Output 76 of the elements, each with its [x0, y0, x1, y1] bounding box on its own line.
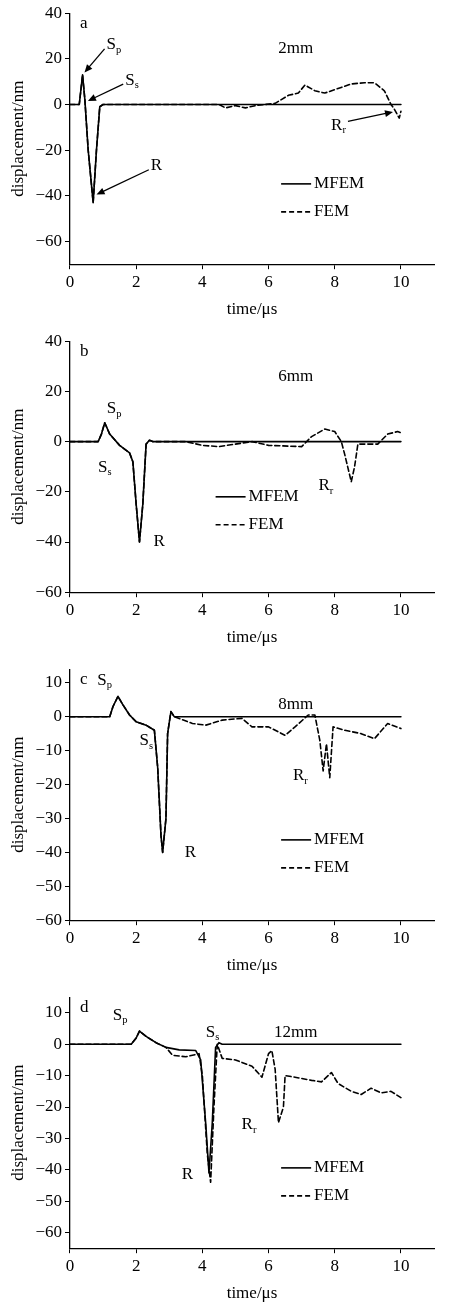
- x-axis-title: time/μs: [226, 1283, 278, 1303]
- y-tick-label: 0: [53, 93, 62, 113]
- y-tick-label: −60: [35, 581, 62, 601]
- legend-label: FEM: [248, 514, 284, 534]
- annotation: 12mm: [273, 1021, 318, 1041]
- annotation: 8mm: [278, 693, 314, 713]
- annotation: a: [79, 12, 88, 32]
- y-tick-label: 10: [44, 672, 62, 692]
- annotation: 6mm: [278, 365, 314, 385]
- y-tick-label: −50: [35, 1190, 62, 1210]
- y-tick-label: −40: [35, 185, 62, 205]
- annotation: R: [181, 1164, 194, 1184]
- annotation: b: [79, 340, 89, 360]
- y-tick-label: −40: [35, 841, 62, 861]
- x-tick-label: 6: [264, 1255, 273, 1275]
- legend-label: FEM: [314, 857, 350, 877]
- annotation: 2mm: [278, 37, 314, 57]
- x-tick-label: 8: [330, 599, 339, 619]
- legend-label: MFEM: [248, 486, 299, 506]
- x-tick-label: 6: [264, 599, 273, 619]
- x-tick-label: 4: [198, 271, 208, 291]
- y-tick-label: −40: [35, 1159, 62, 1179]
- y-tick-label: −60: [35, 1221, 62, 1241]
- y-tick-label: −60: [35, 230, 62, 250]
- y-tick-label: −20: [35, 773, 62, 793]
- y-axis-title: displacement/nm: [7, 408, 27, 525]
- x-tick-label: 2: [131, 271, 141, 291]
- y-tick-label: 20: [44, 48, 62, 68]
- x-tick-label: 10: [392, 271, 410, 291]
- y-tick-label: −30: [35, 1127, 62, 1147]
- x-tick-label: 10: [392, 927, 410, 947]
- x-tick-label: 6: [264, 927, 273, 947]
- y-tick-label: 20: [44, 380, 62, 400]
- y-tick-label: −20: [35, 1096, 62, 1116]
- y-tick-label: −60: [35, 909, 62, 929]
- x-axis-title: time/μs: [226, 627, 278, 647]
- annotation: R: [150, 155, 163, 175]
- x-tick-label: 8: [330, 927, 339, 947]
- legend-label: MFEM: [314, 173, 365, 193]
- y-tick-label: 0: [53, 706, 62, 726]
- annotation: R: [153, 531, 166, 551]
- x-tick-label: 8: [330, 1255, 339, 1275]
- x-tick-label: 4: [198, 1255, 208, 1275]
- x-tick-label: 4: [198, 599, 208, 619]
- y-tick-label: 10: [44, 1002, 62, 1022]
- annotation: R: [184, 841, 197, 861]
- y-axis-title: displacement/nm: [7, 1064, 27, 1181]
- y-axis-title: displacement/nm: [7, 736, 27, 853]
- y-tick-label: 40: [44, 2, 62, 22]
- y-tick-label: 40: [44, 330, 62, 350]
- x-tick-label: 10: [392, 599, 410, 619]
- legend-label: FEM: [314, 201, 350, 221]
- x-tick-label: 2: [131, 927, 141, 947]
- annotation: c: [79, 668, 88, 688]
- y-tick-label: −10: [35, 1065, 62, 1085]
- y-tick-label: 0: [53, 1033, 62, 1053]
- x-tick-label: 10: [392, 1255, 410, 1275]
- x-axis-title: time/μs: [226, 955, 278, 975]
- x-tick-label: 8: [330, 271, 339, 291]
- y-tick-label: 0: [53, 431, 62, 451]
- annotation: d: [79, 996, 89, 1016]
- legend-label: FEM: [314, 1185, 350, 1205]
- x-axis-title: time/μs: [226, 299, 278, 319]
- x-tick-label: 2: [131, 1255, 141, 1275]
- y-tick-label: −20: [35, 481, 62, 501]
- y-tick-label: −50: [35, 875, 62, 895]
- y-axis-title: displacement/nm: [7, 80, 27, 197]
- x-tick-label: 4: [198, 927, 208, 947]
- y-tick-label: −20: [35, 139, 62, 159]
- x-tick-label: 2: [131, 599, 141, 619]
- legend-label: MFEM: [314, 1157, 365, 1177]
- y-tick-label: −40: [35, 531, 62, 551]
- legend-label: MFEM: [314, 829, 365, 849]
- y-tick-label: −10: [35, 740, 62, 760]
- x-tick-label: 6: [264, 271, 273, 291]
- y-tick-label: −30: [35, 807, 62, 827]
